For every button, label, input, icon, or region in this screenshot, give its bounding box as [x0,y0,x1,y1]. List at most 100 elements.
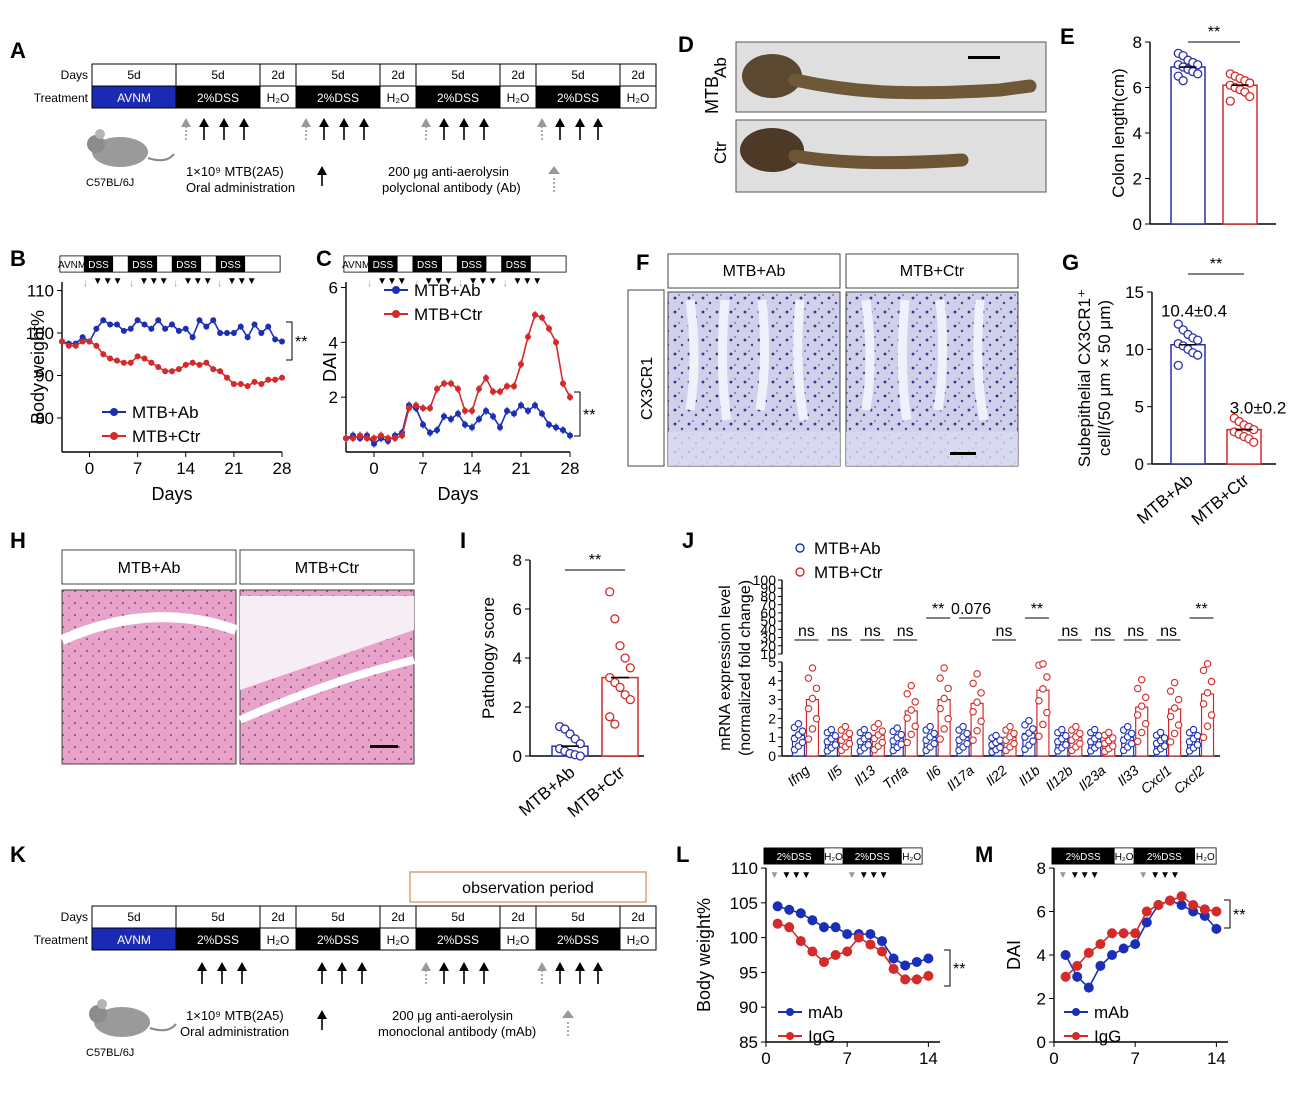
data-point [1039,685,1047,693]
data-point [1095,731,1103,740]
data-point [155,317,162,324]
arrow-icon [439,962,449,971]
gray-arrow-icon: ↓ [367,278,372,289]
data-point [434,385,440,392]
y-tick-label: 105 [730,894,758,913]
panel-letter-e: E [1060,24,1075,49]
data-point [893,724,901,732]
data-point [977,689,985,697]
data-point [877,936,887,947]
mini-bar-label: H₂O [1115,852,1134,863]
treatment-cell-label: H₂O [627,91,650,105]
data-point [1133,684,1142,693]
y-axis-label: DAI [320,352,340,382]
data-point [842,929,853,940]
data-point [217,368,224,375]
y-axis-label: DAI [1004,940,1024,970]
data-point [936,674,944,682]
data-point [532,402,538,409]
y-axis-label: mRNA expression level [717,585,734,750]
data-point [567,432,573,439]
mtb-dose: 1×10⁹ MTB(2A5) [186,1008,284,1023]
data-point [610,719,620,729]
arrowhead-icons: ▼▼▼ [424,276,454,287]
mtb-route: Oral administration [180,1024,289,1039]
y-axis-label-2: (normalized fold change) [737,580,754,756]
mini-bar-label: DSS [373,260,394,271]
data-point [1193,741,1202,749]
data-point [1249,437,1259,447]
x-tick-label: MTB+Ctr [1188,470,1253,529]
panel-letter-j: J [682,528,694,553]
data-point [827,725,836,734]
treatment-cell-label: H₂O [627,933,650,947]
y-tick-label: 95 [739,963,758,982]
data-point [853,932,864,943]
panel-letter-h: H [10,528,26,553]
y-tick-label: 0 [1135,455,1144,474]
mini-bar-segment [156,255,173,273]
y-tick-label: 4 [1037,946,1046,965]
panel-letter-b: B [10,246,26,271]
data-point [350,435,356,442]
data-point [831,741,840,749]
arrow-icon [237,962,247,971]
y-tick-label: 6 [1133,79,1142,98]
data-point [973,698,981,707]
significance-label: ** [932,601,944,618]
panel-letter-m: M [975,842,993,867]
data-point [162,368,169,375]
treatment-cell-label: 2%DSS [557,91,599,105]
y-tick-label: 3 [768,692,776,708]
data-point [378,432,384,439]
y-axis-label-2: cell/(50 μm × 50 μm) [1095,300,1114,456]
days-label: Days [61,68,88,82]
mini-bar-segment [244,255,281,273]
data-point [1174,695,1183,704]
x-tick-label: 21 [224,459,243,478]
significance-label: ns [897,623,914,640]
data-point [969,679,977,688]
arrow-icon [219,118,229,127]
x-tick-label: 14 [176,459,195,478]
y-tick-label: 70 [760,597,776,613]
data-point [1193,69,1203,79]
data-point [175,366,182,373]
chart-e: 0 2 4 6 8 Colon length(cm) ** [1109,24,1276,234]
days-label: Days [61,910,88,924]
panel-letter-g: G [1062,250,1079,275]
data-point [1165,895,1175,906]
x-axis-label: Days [151,484,192,504]
treatment-cell [619,85,657,109]
y-tick-label: 110 [27,282,54,301]
day-cell-label: 2d [511,68,524,82]
data-point [258,330,265,336]
data-point [1170,729,1179,738]
treatment-cell-label: AVNM [117,91,151,105]
data-point [371,435,377,442]
data-point [907,706,915,714]
data-point [878,738,887,747]
arrow-icon [301,118,311,127]
y-tick-label: 6 [1037,903,1046,922]
data-point [182,325,189,332]
y-tick-label: 1 [768,729,776,745]
data-point [525,407,531,414]
arrow-icon [537,962,547,971]
arrow-icon [593,118,603,127]
data-point [385,435,391,442]
data-point [969,736,977,744]
mini-bar-segment [485,255,502,273]
data-point [831,731,840,740]
x-tick-label: Il5 [824,762,846,784]
data-point [1095,960,1106,971]
data-point [567,394,573,401]
data-point [490,388,496,395]
data-point [1039,660,1047,668]
y-tick-label: 8 [1133,33,1142,52]
data-point [1043,708,1051,717]
mouse-icon [89,999,177,1037]
y-tick-label: 0 [768,748,776,764]
y-tick-label: 40 [760,621,776,637]
